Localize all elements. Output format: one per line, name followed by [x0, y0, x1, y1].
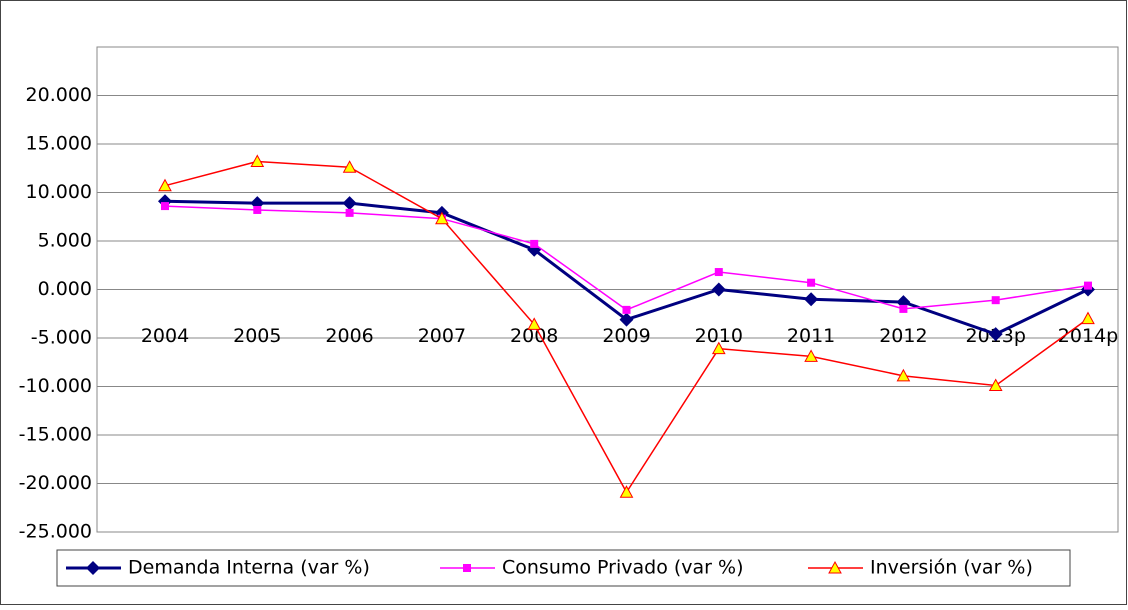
- legend-label: Inversión (var %): [870, 557, 1033, 579]
- marker: [804, 349, 818, 362]
- y-tick-label: 15.000: [26, 133, 92, 155]
- x-tick-label: 2011: [787, 325, 835, 347]
- marker: [158, 178, 172, 192]
- x-tick-label: 2008: [510, 325, 558, 347]
- marker: [1084, 281, 1092, 290]
- marker: [530, 239, 539, 248]
- legend-marker: [463, 564, 471, 572]
- x-tick-label: 2009: [602, 325, 650, 347]
- marker: [991, 296, 1000, 305]
- marker: [619, 485, 634, 498]
- x-tick-label: 2010: [695, 325, 743, 347]
- y-tick-label: 0.000: [38, 278, 92, 300]
- marker: [342, 160, 357, 173]
- x-tick-label: 2007: [418, 325, 466, 347]
- y-tick-label: -25.000: [19, 521, 92, 543]
- legend-label: Demanda Interna (var %): [128, 557, 370, 579]
- legend-label: Consumo Privado (var %): [502, 557, 744, 579]
- marker: [899, 304, 908, 313]
- legend-marker: [828, 560, 842, 574]
- marker: [988, 327, 1003, 342]
- legend-box: [56, 549, 1071, 587]
- y-tick-label: -10.000: [19, 375, 92, 397]
- y-tick-label: 10.000: [26, 181, 92, 203]
- marker: [988, 378, 1003, 392]
- y-tick-label: -5.000: [31, 327, 92, 349]
- marker: [711, 341, 726, 355]
- legend-marker: [86, 561, 100, 575]
- marker: [804, 292, 819, 307]
- x-tick-label: 2014p: [1058, 325, 1118, 347]
- marker: [711, 282, 726, 297]
- marker: [1081, 311, 1095, 325]
- marker: [896, 368, 911, 382]
- y-tick-label: -20.000: [19, 472, 92, 494]
- x-tick-label: 2004: [141, 325, 189, 347]
- x-tick-label: 2005: [233, 325, 281, 347]
- x-tick-label: 2006: [325, 325, 373, 347]
- marker: [345, 208, 354, 217]
- marker: [807, 278, 816, 287]
- marker: [622, 305, 631, 314]
- x-tick-label: 2012: [879, 325, 927, 347]
- y-tick-label: 20.000: [26, 84, 92, 106]
- y-tick-label: 5.000: [38, 230, 92, 252]
- marker: [527, 317, 542, 330]
- marker: [619, 312, 634, 327]
- y-tick-label: -15.000: [19, 424, 92, 446]
- marker: [714, 268, 723, 277]
- marker: [161, 202, 169, 211]
- marker: [250, 154, 265, 167]
- marker: [342, 196, 357, 211]
- marker: [253, 205, 262, 214]
- marker: [435, 211, 449, 225]
